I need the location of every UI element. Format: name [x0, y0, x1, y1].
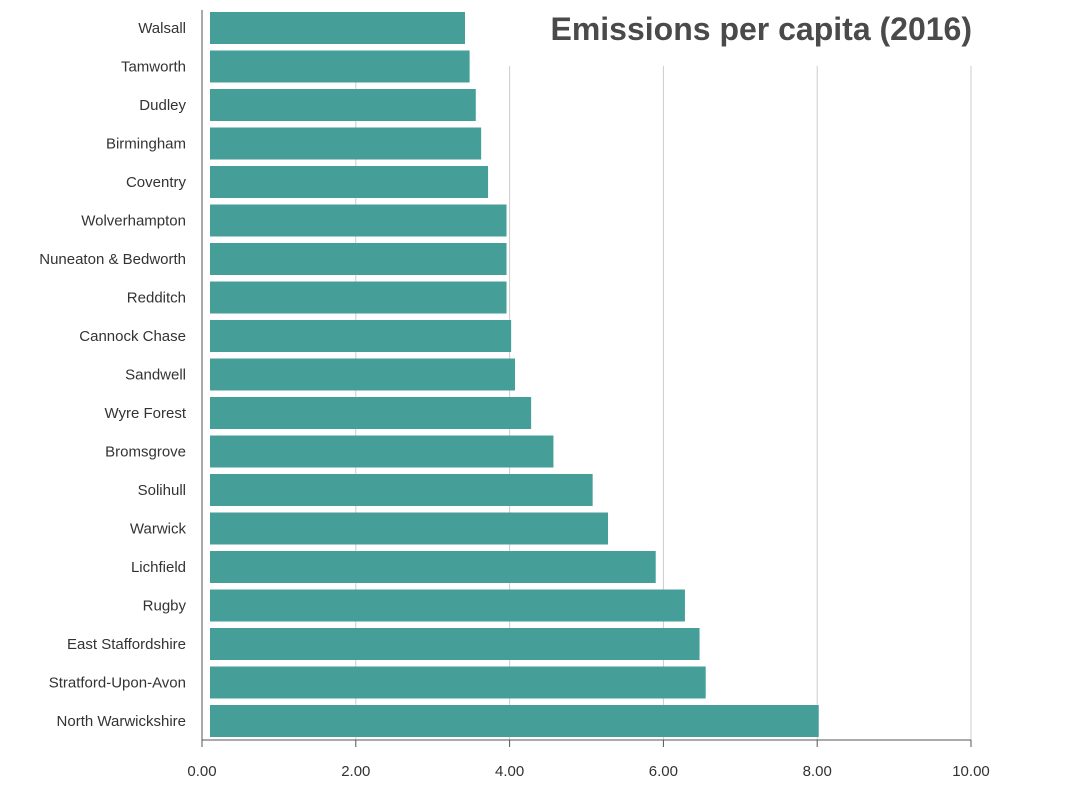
bar-10	[210, 397, 532, 429]
bar-9	[210, 358, 515, 391]
category-label-5: Wolverhampton	[81, 213, 186, 230]
bar-5	[210, 204, 507, 237]
category-label-9: Sandwell	[125, 367, 186, 384]
category-label-13: Warwick	[130, 521, 187, 538]
category-label-15: Rugby	[143, 598, 187, 615]
x-tick-label-0: 0.00	[187, 763, 216, 780]
category-label-10: Wyre Forest	[104, 405, 186, 422]
bar-6	[210, 243, 507, 275]
category-label-4: Coventry	[126, 174, 187, 191]
category-label-18: North Warwickshire	[57, 713, 186, 730]
category-label-12: Solihull	[138, 482, 186, 499]
x-tick-labels: 0.00 2.00 4.00 6.00 8.00 10.00	[187, 763, 989, 780]
x-tick-label-3: 6.00	[649, 763, 678, 780]
gridlines	[355, 66, 972, 740]
bar-14	[210, 551, 656, 583]
x-tick-label-2: 4.00	[495, 763, 524, 780]
bar-2	[210, 89, 476, 121]
bar-3	[210, 127, 482, 160]
category-label-17: Stratford-Upon-Avon	[49, 675, 186, 692]
bar-11	[210, 435, 554, 468]
bar-13	[210, 512, 609, 545]
category-labels: Walsall Tamworth Dudley Birmingham Coventry W…	[39, 20, 187, 730]
chart-title: Emissions per capita (2016)	[550, 11, 972, 47]
bar-18	[210, 705, 819, 737]
axes	[201, 10, 972, 747]
bar-12	[210, 474, 593, 506]
category-label-16: East Staffordshire	[67, 636, 186, 653]
category-label-6: Nuneaton & Bedworth	[39, 251, 186, 268]
bar-0	[210, 12, 465, 44]
category-label-2: Dudley	[139, 97, 186, 114]
category-label-3: Birmingham	[106, 136, 186, 153]
bar-17	[210, 666, 706, 699]
bar-7	[210, 281, 507, 314]
x-tick-label-1: 2.00	[341, 763, 370, 780]
bars	[210, 12, 819, 737]
bar-4	[210, 166, 489, 198]
category-label-7: Redditch	[127, 290, 186, 307]
category-label-1: Tamworth	[121, 59, 186, 76]
bar-16	[210, 628, 700, 660]
category-label-8: Cannock Chase	[79, 328, 186, 345]
bar-15	[210, 589, 685, 622]
category-label-11: Bromsgrove	[105, 444, 186, 461]
category-label-14: Lichfield	[131, 559, 186, 576]
x-tick-label-5: 10.00	[952, 763, 990, 780]
bar-8	[210, 320, 512, 352]
bar-1	[210, 50, 470, 83]
category-label-0: Walsall	[138, 20, 186, 37]
x-tick-label-4: 8.00	[803, 763, 832, 780]
